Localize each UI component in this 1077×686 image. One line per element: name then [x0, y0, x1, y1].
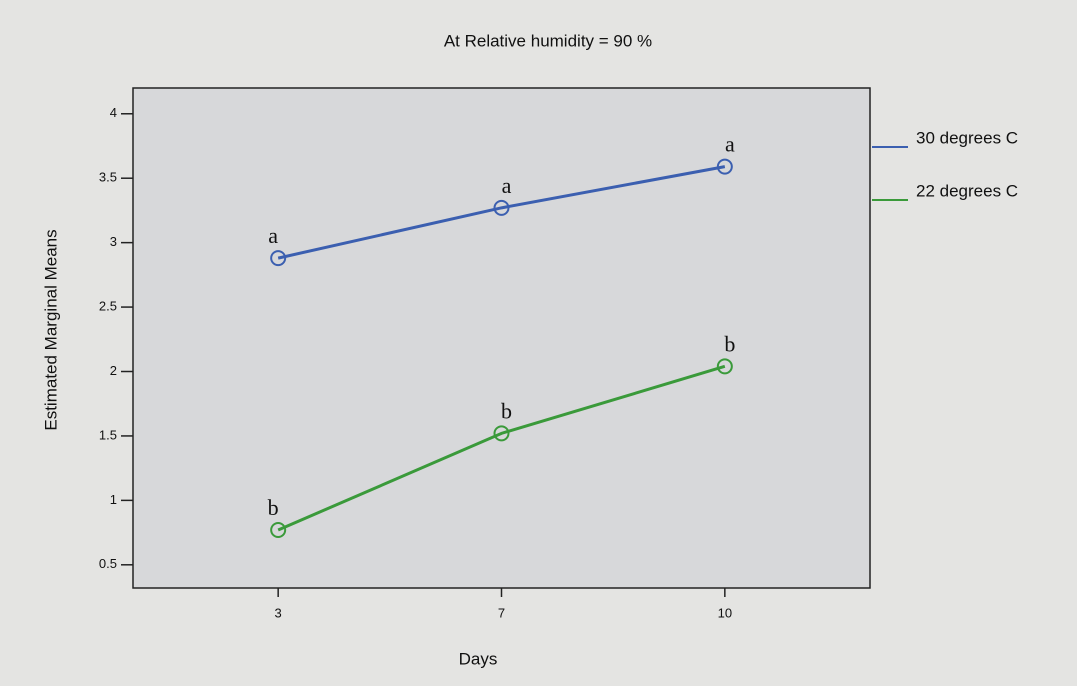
series-line	[277, 165, 726, 260]
y-tick-label: 0.5	[99, 556, 117, 571]
y-tick-label: 4	[110, 105, 117, 120]
y-tick-label: 2	[110, 363, 117, 378]
x-axis-label: Days	[459, 649, 498, 668]
y-tick-label: 1	[110, 492, 117, 507]
point-annotation: a	[268, 223, 278, 248]
point-annotation: b	[268, 495, 279, 520]
x-tick-label: 7	[498, 605, 505, 620]
y-tick-label: 3	[110, 234, 117, 249]
point-marker	[270, 522, 287, 539]
point-annotation: b	[724, 331, 735, 356]
y-tick-label: 2.5	[99, 299, 117, 314]
point-annotation: b	[501, 398, 512, 423]
point-marker	[716, 158, 733, 175]
point-marker	[493, 425, 510, 442]
x-tick-label: 3	[275, 605, 282, 620]
point-marker	[716, 358, 733, 375]
legend-label: 30 degrees C	[916, 128, 1018, 147]
y-tick-label: 3.5	[99, 170, 117, 185]
point-marker	[493, 199, 510, 216]
legend-label: 22 degrees C	[916, 181, 1018, 200]
point-marker	[270, 250, 287, 267]
point-annotation: a	[725, 132, 735, 157]
y-axis-label: Estimated Marginal Means	[41, 229, 60, 430]
x-tick-label: 10	[718, 605, 732, 620]
series-line	[277, 364, 726, 532]
plot-area	[132, 87, 871, 589]
y-tick-label: 1.5	[99, 427, 117, 442]
point-annotation: a	[502, 173, 512, 198]
chart-title: At Relative humidity = 90 %	[444, 31, 652, 50]
